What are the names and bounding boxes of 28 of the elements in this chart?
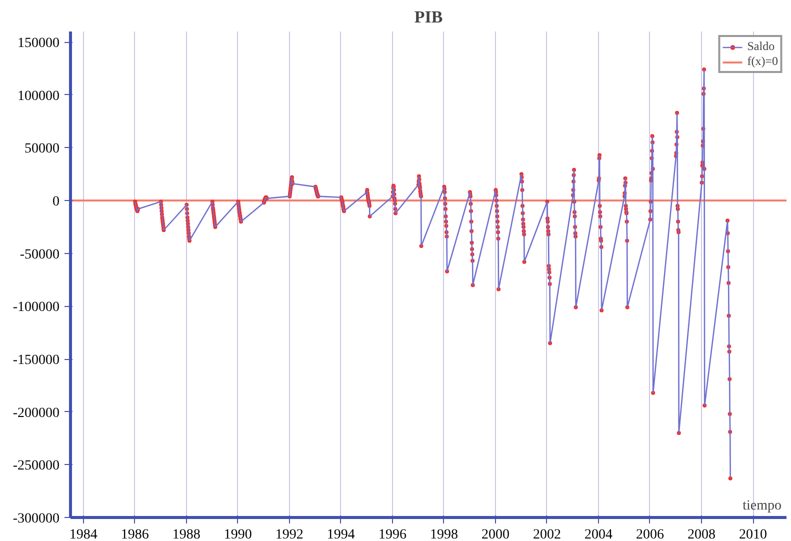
x-tick-label: 1988	[172, 528, 200, 541]
y-tick-label: -50000	[20, 247, 60, 262]
x-tick-label: 2008	[688, 528, 716, 541]
y-tick-label: -100000	[12, 300, 60, 316]
chart-title: PIB	[414, 8, 443, 26]
x-tick-label: 2004	[584, 528, 612, 541]
y-tick-label: 100000	[18, 88, 60, 104]
x-tick-label: 1996	[378, 528, 406, 541]
legend-label: f(x)=0	[747, 54, 778, 69]
y-tick-label: 50000	[24, 142, 60, 157]
x-tick-label: 1984	[69, 528, 98, 541]
y-tick-label: 150000	[18, 36, 60, 52]
x-tick-label: 1992	[275, 528, 304, 541]
y-tick-label: -200000	[12, 406, 60, 421]
y-tick-label: -300000	[12, 512, 60, 526]
x-tick-label: 1986	[120, 528, 149, 541]
x-tick-label: 2000	[481, 528, 510, 541]
x-tick-label: 2006	[636, 528, 664, 541]
y-tick-label: -250000	[12, 458, 60, 474]
x-tick-label: 1990	[224, 528, 252, 541]
x-tick-label: 1998	[430, 528, 458, 541]
x-tick-label: 1994	[326, 528, 355, 541]
y-tick-label: -150000	[12, 353, 60, 368]
y-tick-label: 0	[52, 194, 60, 210]
x-tick-label: 2010	[739, 528, 768, 541]
x-tick-label: 2002	[532, 528, 561, 541]
legend-label: Saldo	[747, 39, 775, 54]
x-axis-title: tiempo	[742, 498, 782, 514]
